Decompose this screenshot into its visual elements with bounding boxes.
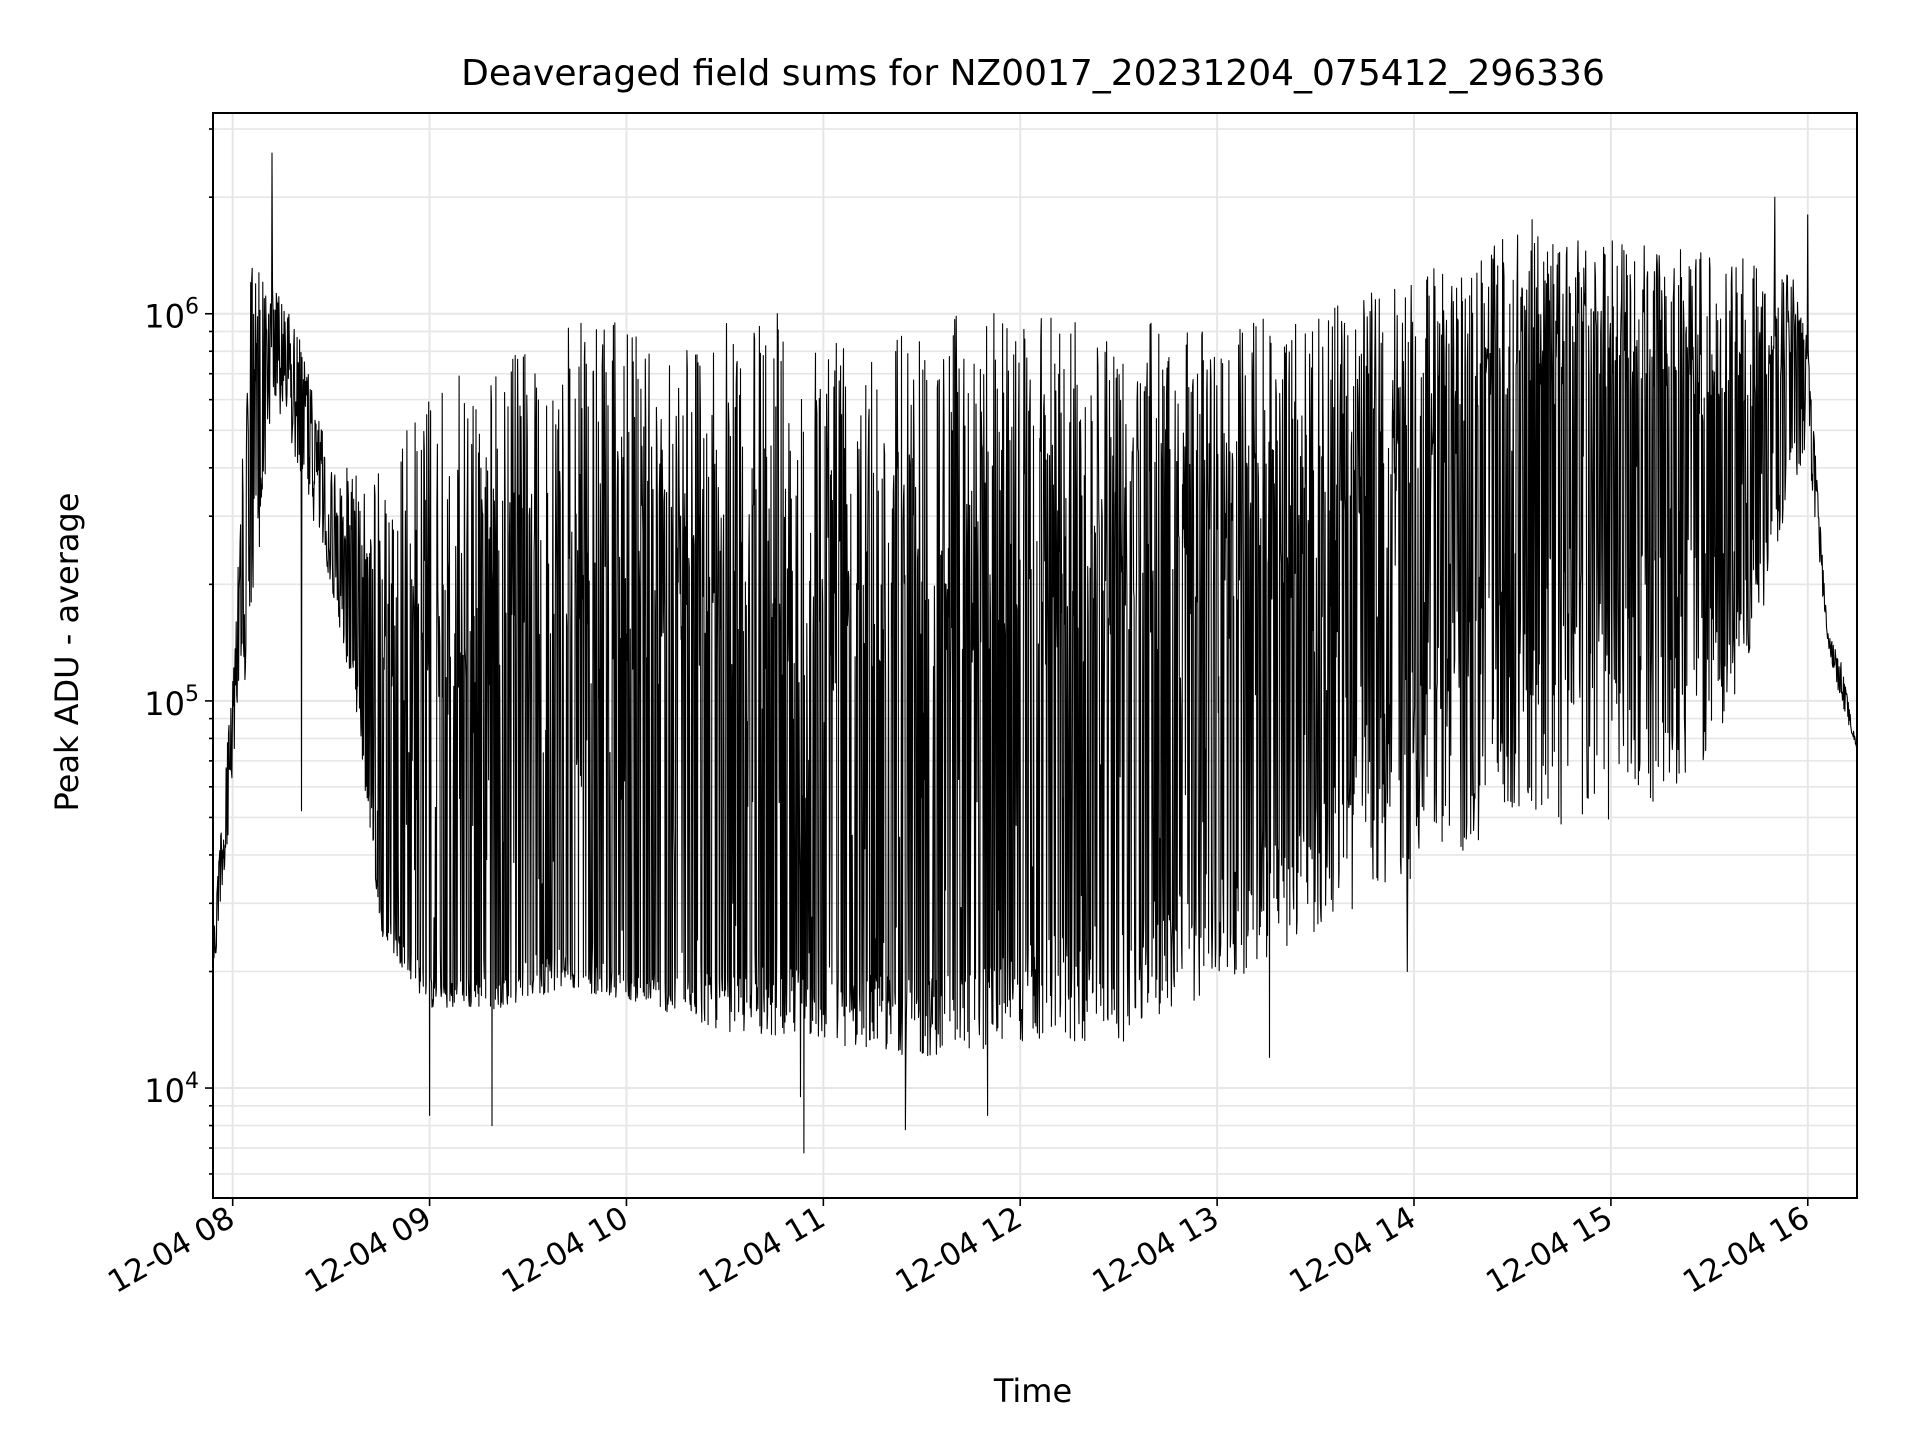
- plot-area-frame: [212, 112, 1858, 1199]
- y-tick-label: 106: [144, 295, 199, 336]
- y-axis-title: Peak ADU - average: [48, 493, 86, 812]
- series-layer: [212, 152, 1858, 1154]
- chart-title: Deaveraged field sums for NZ0017_2023120…: [461, 53, 1605, 94]
- y-tick-label: 105: [144, 682, 199, 723]
- y-tick-label: 104: [144, 1069, 199, 1110]
- series-line: [212, 152, 1858, 1154]
- x-axis-title: Time: [993, 1372, 1072, 1410]
